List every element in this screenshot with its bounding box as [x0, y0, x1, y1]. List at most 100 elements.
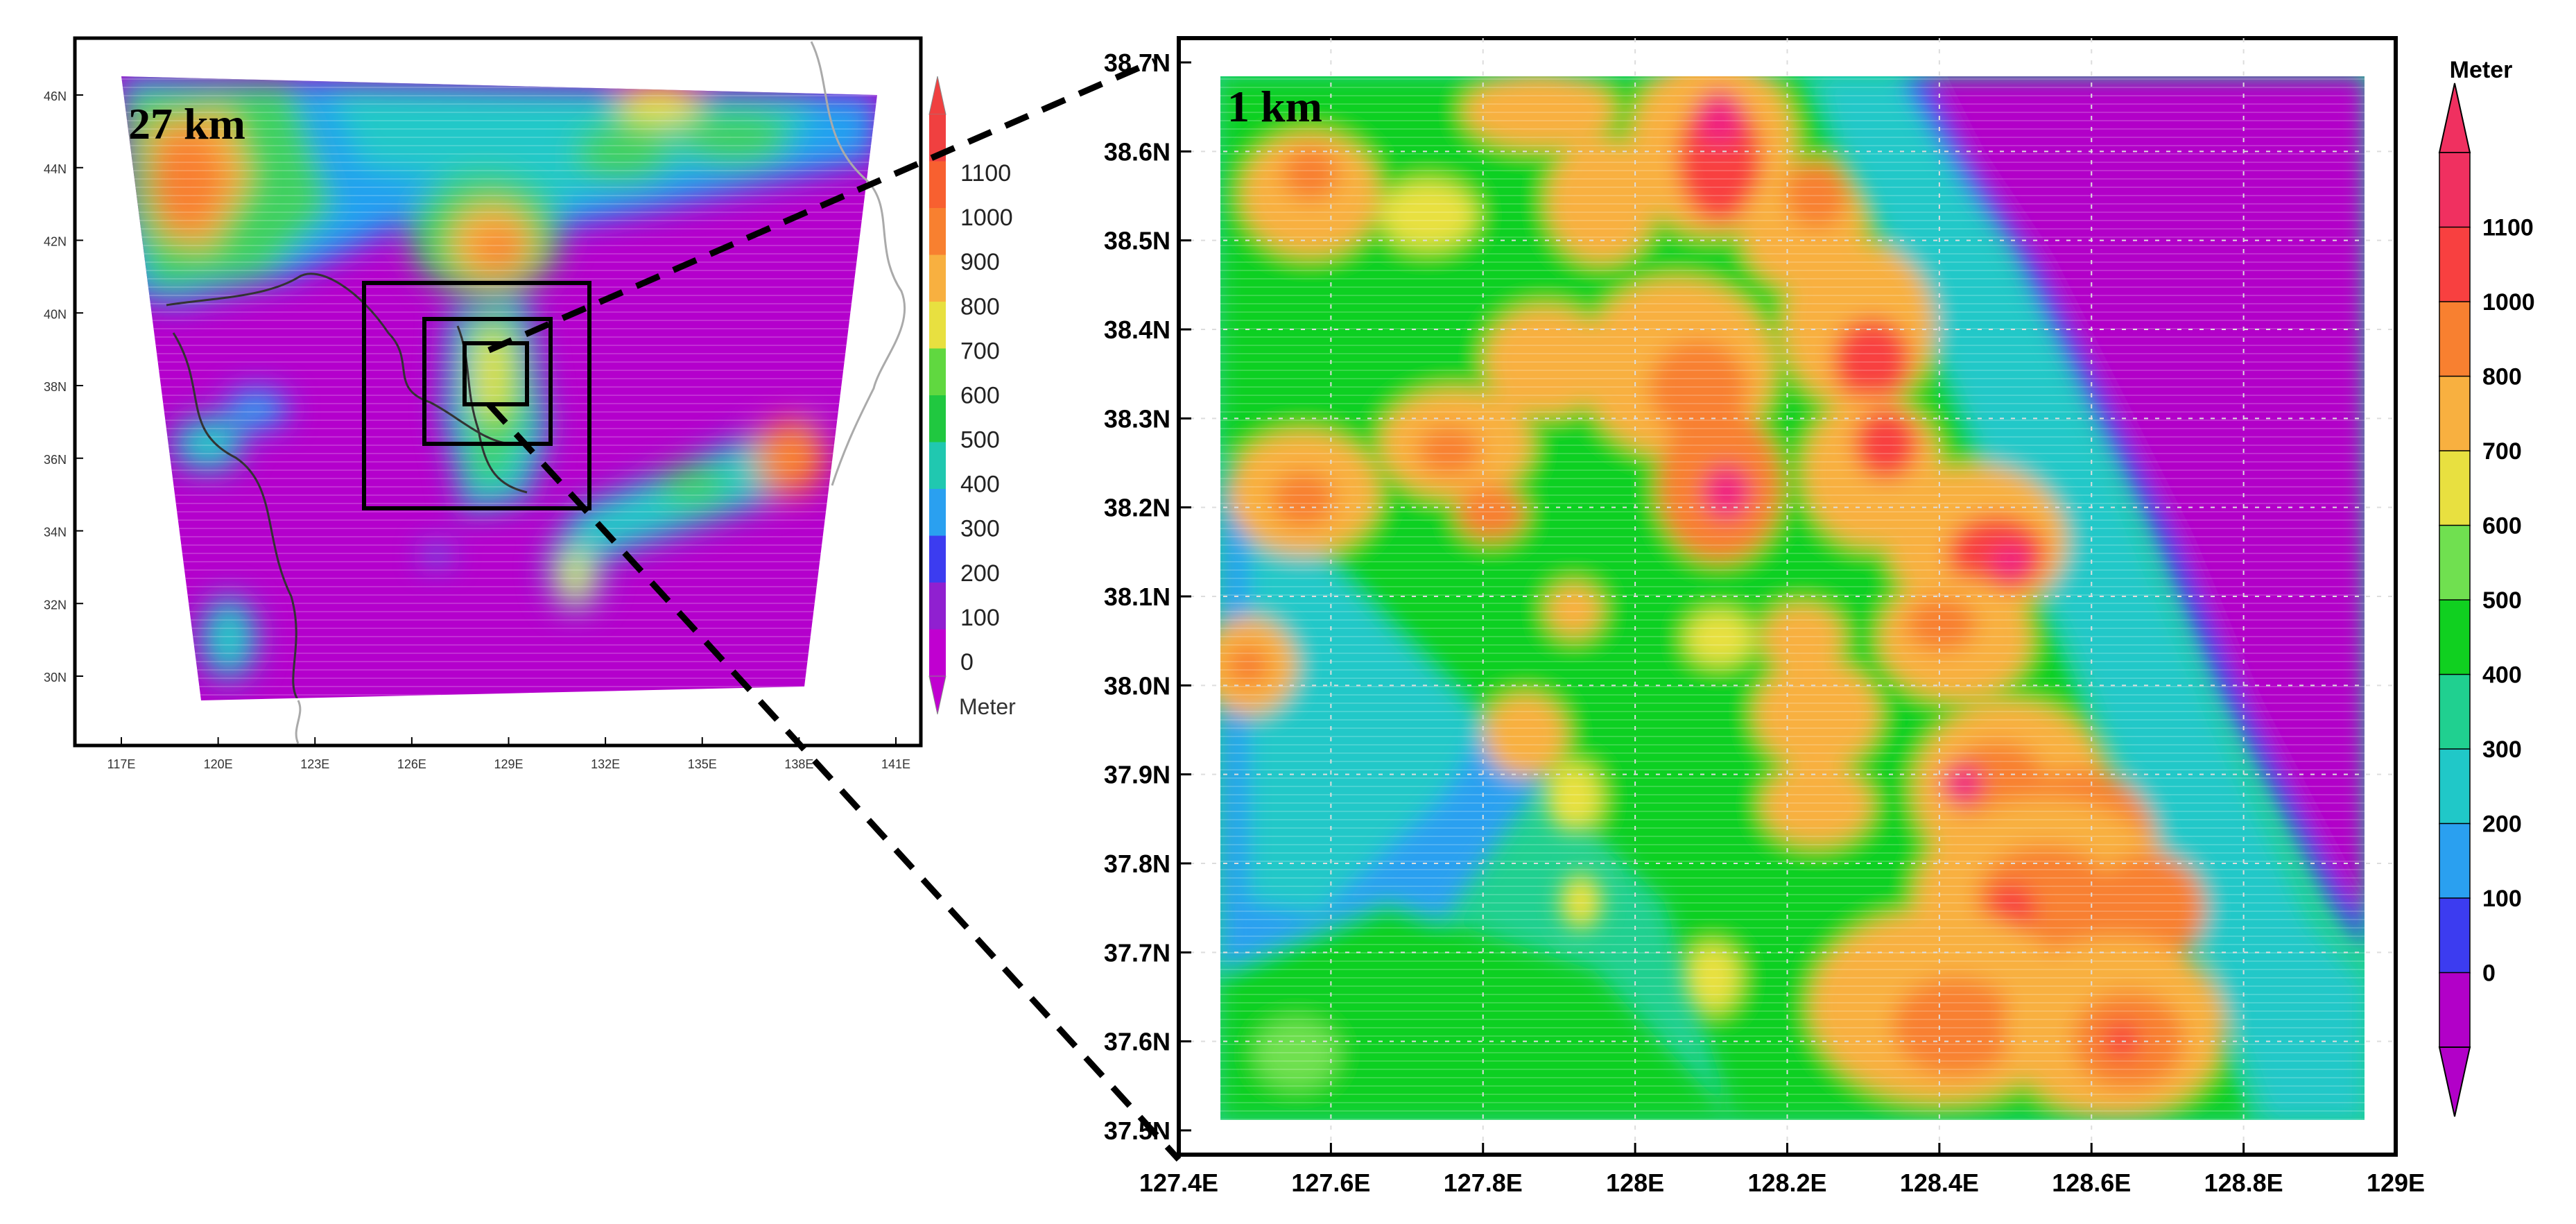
- middle-nest-box: [422, 317, 553, 446]
- right-colorbar-swatch: [2439, 524, 2471, 601]
- left-lat-tick-label: 36N: [44, 453, 67, 467]
- left-colorbar-label: 600: [960, 382, 1000, 408]
- right-colorbar-label: 200: [2482, 811, 2522, 838]
- right-colorbar-label: 700: [2482, 438, 2522, 465]
- right-lat-tick-label: 37.5N: [1104, 1117, 1170, 1145]
- right-colorbar-label: 1100: [2482, 215, 2534, 241]
- left-lon-tick-label: 132E: [591, 757, 620, 771]
- right-map-panel: 1 km 38.7N 38.6N 38.5N 38.4N 38.3N 38.2N 38.1N…: [1104, 36, 2535, 1197]
- right-lat-tick-label: 38.3N: [1104, 404, 1170, 433]
- right-grid: [1179, 38, 2396, 1155]
- right-colorbar-label: 0: [2482, 960, 2496, 987]
- zoom-line-top: [487, 58, 1156, 354]
- left-lat-tick-label: 44N: [44, 162, 67, 176]
- right-lon-tick-label: 129E: [2367, 1169, 2425, 1197]
- left-lon-tick-label: 120E: [204, 757, 233, 771]
- left-lon-tick-label: 135E: [688, 757, 717, 771]
- left-colorbar-swatch: [929, 442, 946, 490]
- right-lon-tick-label: 127.6E: [1291, 1169, 1370, 1197]
- left-colorbar-label: 100: [960, 605, 1000, 631]
- right-colorbar-swatch: [2439, 972, 2471, 1049]
- right-colorbar-label: 800: [2482, 364, 2522, 390]
- left-lon-tick-label: 129E: [494, 757, 523, 771]
- right-lon-tick-label: 128.2E: [1747, 1169, 1826, 1197]
- outer-nest-box: [362, 281, 591, 510]
- right-lat-tick-label: 38.2N: [1104, 494, 1170, 522]
- right-colorbar-swatch: [2439, 450, 2471, 526]
- right-lat-tick-label: 37.9N: [1104, 761, 1170, 789]
- right-lat-tick-label: 38.4N: [1104, 316, 1170, 344]
- right-elevation-field: [1220, 76, 2365, 1120]
- right-lat-tick-label: 38.0N: [1104, 671, 1170, 700]
- right-colorbar-swatch: [2439, 375, 2471, 452]
- right-colorbar-swatch: [2439, 822, 2471, 899]
- left-colorbar-label: 0: [960, 649, 974, 675]
- left-colorbar-label: 800: [960, 293, 1000, 320]
- right-lat-axis: 38.7N 38.6N 38.5N 38.4N 38.3N 38.2N 38.1N 38.0N…: [1104, 49, 1191, 1145]
- right-lon-tick-label: 128E: [1606, 1169, 1664, 1197]
- inner-nest-box: [463, 341, 529, 406]
- left-lat-tick-label: 30N: [44, 671, 67, 684]
- right-colorbar-swatch: [2439, 599, 2471, 675]
- left-lat-tick-label: 46N: [44, 89, 67, 103]
- right-lon-tick-label: 128.8E: [2204, 1169, 2283, 1197]
- right-colorbar-unit: Meter: [2450, 57, 2513, 83]
- left-lon-tick-label: 126E: [397, 757, 426, 771]
- left-colorbar-swatch: [929, 583, 946, 630]
- right-colorbar-label: 100: [2482, 886, 2522, 912]
- left-lat-tick-label: 34N: [44, 526, 67, 540]
- right-lat-tick-label: 37.7N: [1104, 938, 1170, 967]
- right-colorbar-label: 500: [2482, 587, 2522, 614]
- left-colorbar-label: 1100: [960, 160, 1011, 187]
- right-colorbar-swatch: [2439, 673, 2471, 750]
- left-colorbar-swatch: [929, 208, 946, 255]
- right-colorbar-top-arrow: [2438, 83, 2471, 153]
- right-lon-axis: 127.4E 127.6E 127.8E 128E 128.2E 128.4E 128.6E…: [1139, 1143, 2425, 1197]
- right-lon-tick-label: 127.8E: [1444, 1169, 1523, 1197]
- right-colorbar-bottom-arrow: [2438, 1046, 2471, 1117]
- left-colorbar-swatch: [929, 395, 946, 442]
- right-colorbar-swatch: [2439, 301, 2471, 377]
- left-colorbar-label: 200: [960, 560, 1000, 587]
- right-lat-tick-label: 38.5N: [1104, 227, 1170, 255]
- left-colorbar-label: 1000: [960, 205, 1013, 231]
- left-lon-axis: 117E 120E 123E 126E 129E 132E 135E 138E 141E: [107, 737, 910, 771]
- zoom-line-bottom: [486, 402, 1182, 1162]
- left-lat-tick-label: 38N: [44, 380, 67, 394]
- left-colorbar-label: 900: [960, 249, 1000, 275]
- left-colorbar-bottom-arrow: [928, 675, 946, 715]
- right-lon-tick-label: 127.4E: [1139, 1169, 1218, 1197]
- left-panel-label: 27 km: [128, 99, 245, 148]
- left-lon-tick-label: 123E: [300, 757, 329, 771]
- left-colorbar-label: 300: [960, 516, 1000, 542]
- left-elevation-field: [121, 76, 877, 700]
- left-colorbar-swatch: [929, 489, 946, 536]
- left-lat-tick-label: 40N: [44, 307, 67, 321]
- left-colorbar-swatch: [929, 255, 946, 302]
- left-colorbar-swatch: [929, 535, 946, 583]
- right-colorbar-swatch: [2439, 226, 2471, 303]
- left-colorbar-swatch: [929, 302, 946, 349]
- left-lon-tick-label: 138E: [784, 757, 813, 771]
- right-lat-tick-label: 37.6N: [1104, 1028, 1170, 1056]
- left-map-panel: 27 km 46N 44N 42N 40N 38N 36N 34N 32N 30N 117E 12…: [44, 36, 1016, 771]
- left-colorbar-label: 500: [960, 427, 1000, 454]
- left-colorbar-swatch: [929, 161, 946, 209]
- right-lat-tick-label: 37.8N: [1104, 850, 1170, 878]
- right-colorbar-label: 600: [2482, 513, 2522, 540]
- left-lat-tick-label: 42N: [44, 235, 67, 249]
- right-panel-label: 1 km: [1227, 82, 1322, 131]
- left-lon-tick-label: 141E: [881, 757, 910, 771]
- left-colorbar-unit: Meter: [959, 694, 1016, 719]
- left-lat-axis: 46N 44N 42N 40N 38N 36N 34N 32N 30N: [44, 89, 83, 684]
- right-colorbar-swatch: [2439, 897, 2471, 974]
- left-colorbar-swatch: [929, 348, 946, 396]
- left-colorbar-label: 400: [960, 472, 1000, 498]
- left-colorbar-swatch: [929, 629, 946, 677]
- right-lat-tick-label: 38.7N: [1104, 49, 1170, 77]
- right-colorbar-swatch: [2439, 748, 2471, 825]
- right-colorbar-label: 400: [2482, 662, 2522, 689]
